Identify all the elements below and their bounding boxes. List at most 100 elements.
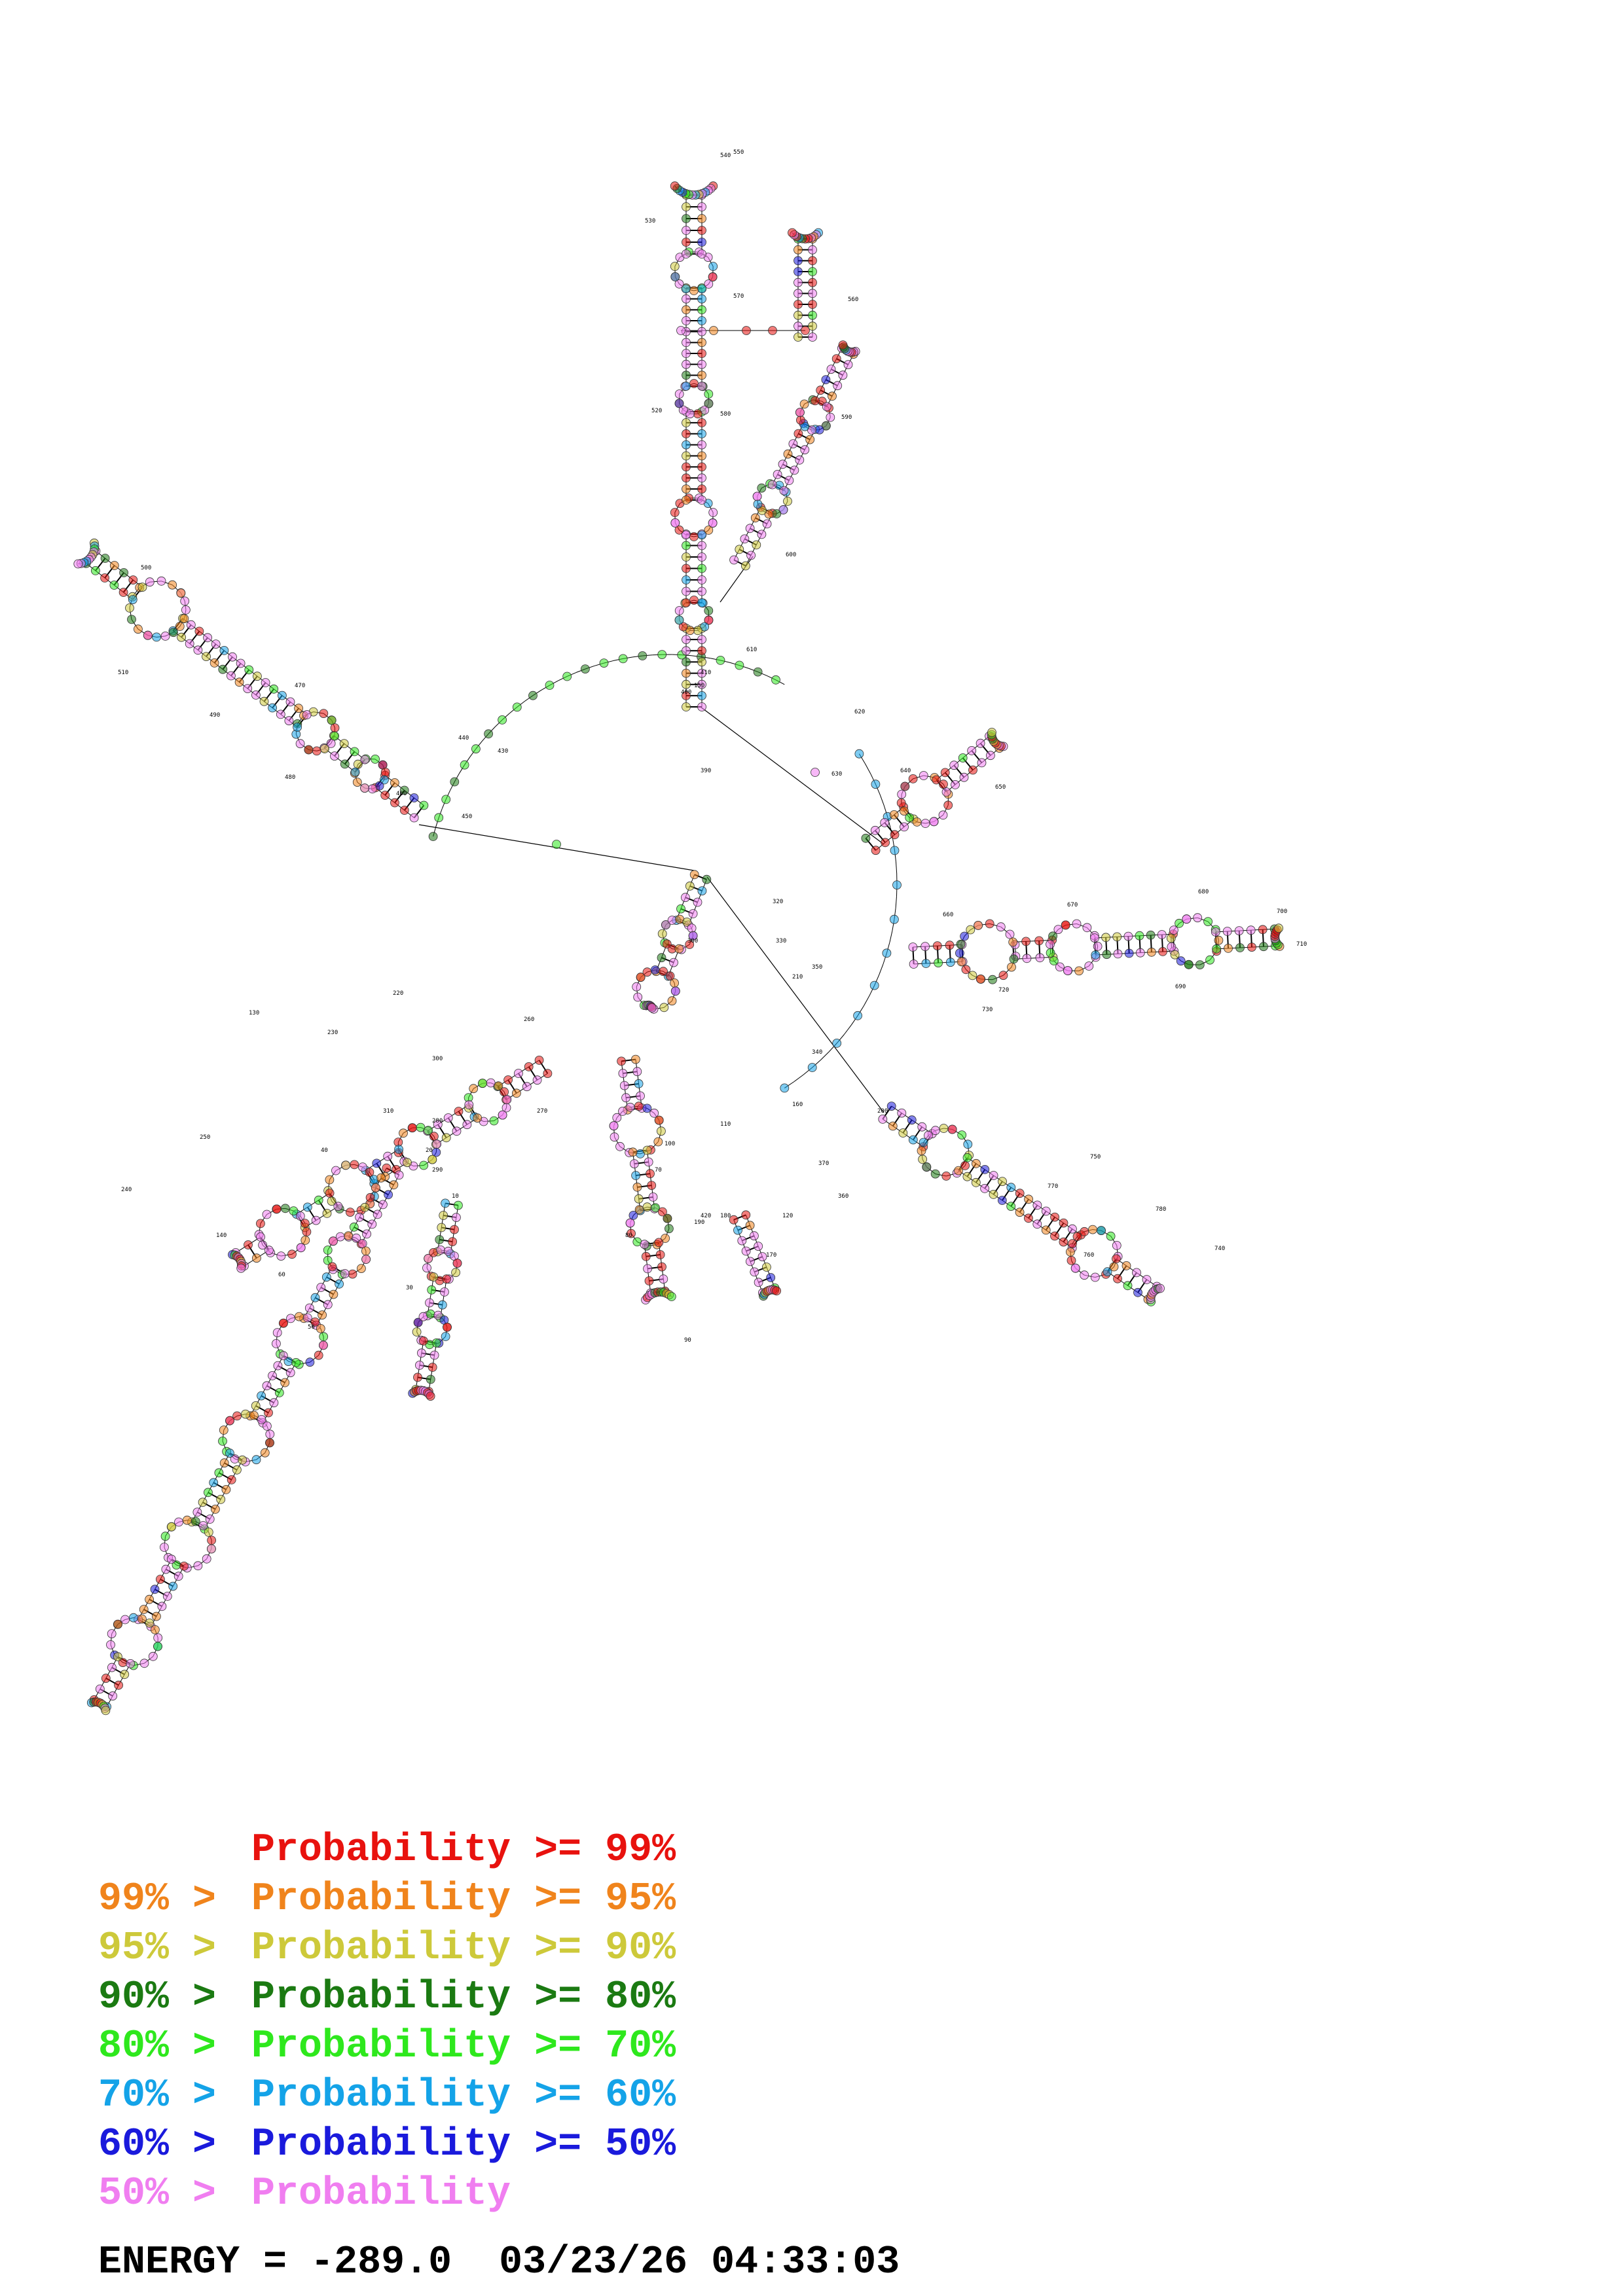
nucleotide <box>959 772 969 782</box>
nucleotide <box>735 545 744 554</box>
nucleotide <box>627 1229 636 1238</box>
nucleotide <box>697 451 706 461</box>
nucleotide <box>380 791 390 800</box>
position-label: 740 <box>1214 1246 1225 1252</box>
nucleotide <box>262 1421 272 1431</box>
nucleotide <box>280 1378 290 1388</box>
nucleotide <box>793 267 803 276</box>
nucleotide <box>437 1300 447 1310</box>
position-label: 690 <box>1175 984 1186 990</box>
position-label: 320 <box>773 899 783 905</box>
legend-entry: 99% > Probability >= 95% <box>98 1875 676 1924</box>
nucleotide <box>800 445 810 455</box>
nucleotide <box>312 746 321 756</box>
nucleotide <box>1049 956 1059 965</box>
nucleotide <box>1224 944 1233 953</box>
nucleotide <box>367 1219 377 1229</box>
nucleotide <box>697 635 706 644</box>
nucleotide <box>869 980 879 990</box>
nucleotide <box>249 1410 259 1420</box>
nucleotide <box>192 1507 202 1517</box>
nucleotide <box>650 965 660 975</box>
nucleotide <box>1101 933 1110 942</box>
nucleotide <box>1103 1267 1112 1277</box>
nucleotide <box>340 1269 350 1278</box>
position-label: 370 <box>818 1160 829 1167</box>
nucleotide <box>265 1438 274 1448</box>
nucleotide <box>360 783 369 793</box>
nucleotide <box>318 1310 327 1319</box>
nucleotide <box>1034 936 1044 946</box>
nucleotide <box>209 1478 219 1488</box>
nucleotide <box>956 939 966 949</box>
nucleotide <box>1005 929 1015 939</box>
nucleotide <box>362 1229 371 1239</box>
nucleotide <box>73 559 83 569</box>
nucleotide <box>255 1219 265 1229</box>
nucleotide <box>90 566 100 575</box>
nucleotide <box>1006 1202 1016 1211</box>
nucleotide <box>323 1300 333 1310</box>
nucleotide <box>642 1103 652 1113</box>
nucleotide <box>685 940 695 949</box>
nucleotide <box>667 916 677 925</box>
nucleotide <box>682 657 691 667</box>
nucleotide <box>634 1102 644 1111</box>
nucleotide <box>897 1108 907 1118</box>
nucleotide <box>262 1210 272 1219</box>
nucleotide <box>257 1414 266 1424</box>
backbone-segment <box>706 876 884 1113</box>
nucleotide <box>693 626 702 636</box>
nucleotide <box>1097 1226 1106 1235</box>
nucleotide <box>349 1222 359 1232</box>
nucleotide <box>682 679 691 689</box>
nucleotide <box>632 1067 642 1077</box>
nucleotide <box>708 262 718 271</box>
nucleotide <box>417 1348 426 1358</box>
nucleotide <box>358 1162 367 1172</box>
nucleotide <box>643 1264 652 1274</box>
legend-upper: 60% > <box>98 2123 217 2167</box>
nucleotide <box>304 1303 314 1313</box>
nucleotide <box>669 958 678 967</box>
nucleotide <box>383 1151 393 1161</box>
nucleotide <box>644 1276 654 1285</box>
nucleotide <box>889 810 899 819</box>
nucleotide <box>450 1225 459 1234</box>
position-label: 530 <box>645 218 655 224</box>
nucleotide <box>269 684 279 694</box>
nucleotide <box>800 422 810 431</box>
nucleotide <box>443 1246 453 1256</box>
nucleotide <box>291 1357 301 1367</box>
nucleotide <box>808 289 817 298</box>
nucleotide <box>922 1162 932 1172</box>
nucleotide <box>954 1166 963 1175</box>
nucleotide <box>168 1581 178 1591</box>
nucleotide <box>203 1488 213 1498</box>
nucleotide <box>682 338 691 348</box>
nucleotide <box>433 1310 443 1320</box>
nucleotide <box>662 939 672 949</box>
legend-upper: 95% > <box>98 1926 217 1971</box>
nucleotide <box>697 541 706 550</box>
nucleotide <box>127 615 136 624</box>
nucleotide <box>259 696 269 706</box>
position-label: 50 <box>308 1324 315 1331</box>
nucleotide <box>1123 1281 1133 1291</box>
nucleotide <box>685 881 695 891</box>
nucleotide <box>1059 1237 1068 1247</box>
nucleotide <box>768 326 777 335</box>
nucleotide <box>272 1204 282 1214</box>
nucleotide <box>428 832 438 841</box>
nucleotide <box>697 462 706 472</box>
nucleotide <box>1082 923 1092 933</box>
nucleotide <box>772 1286 781 1296</box>
nucleotide <box>1234 926 1244 935</box>
nucleotide <box>219 646 229 655</box>
nucleotide <box>413 1372 422 1382</box>
position-label: 700 <box>1277 908 1287 915</box>
nucleotide <box>702 874 712 884</box>
legend-entry: 60% > Probability >= 50% <box>98 2121 676 2170</box>
backbone-segment <box>863 996 870 1007</box>
nucleotide <box>462 1120 472 1130</box>
